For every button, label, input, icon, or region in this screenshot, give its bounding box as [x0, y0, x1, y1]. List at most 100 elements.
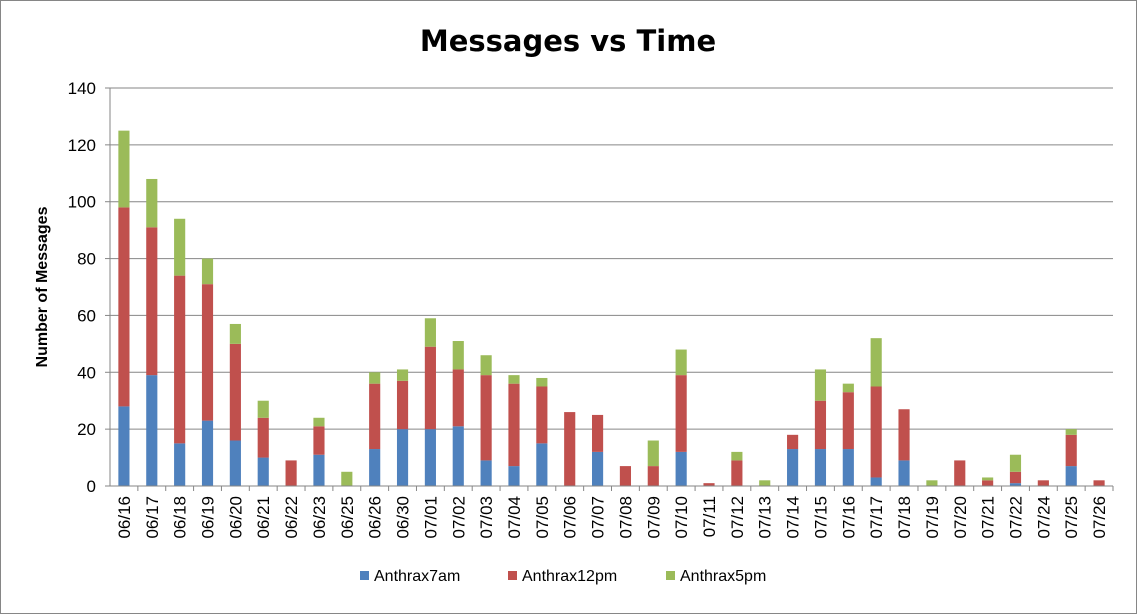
x-tick-label: 06/23 [310, 496, 329, 539]
bar-segment-anthrax12pm [870, 386, 882, 478]
bar-segment-anthrax12pm [1009, 471, 1022, 484]
bar-segment-anthrax7am [424, 429, 436, 486]
y-tick-label: 0 [87, 477, 96, 496]
x-tick-label: 06/30 [394, 496, 413, 539]
bar-segment-anthrax12pm [842, 392, 854, 450]
bar-segment-anthrax12pm [1065, 434, 1077, 467]
bar-segment-anthrax7am [814, 449, 827, 486]
y-tick-label: 40 [77, 363, 96, 382]
legend-entry: Anthrax12pm [522, 568, 617, 585]
x-tick-label: 07/14 [784, 496, 803, 539]
bar-segment-anthrax12pm [452, 369, 464, 427]
bar-segment-anthrax5pm [174, 218, 186, 276]
x-tick-label: 07/19 [923, 496, 942, 539]
bar-segment-anthrax5pm [396, 369, 409, 381]
bar-segment-anthrax12pm [1093, 480, 1105, 486]
bar-segment-anthrax12pm [731, 460, 743, 486]
bar-segment-anthrax7am [1065, 466, 1077, 486]
x-tick-label: 06/16 [115, 496, 134, 539]
bar-segment-anthrax12pm [675, 375, 687, 452]
x-tick-label: 06/21 [254, 496, 273, 539]
y-tick-label: 60 [77, 306, 96, 325]
x-tick-label: 07/18 [895, 496, 914, 539]
bar-segment-anthrax12pm [480, 375, 492, 461]
x-tick-label: 07/07 [589, 496, 608, 539]
bar-segment-anthrax7am [591, 451, 604, 486]
legend-swatch [508, 571, 517, 580]
bar-segment-anthrax5pm [759, 480, 771, 486]
axes [105, 87, 1114, 491]
bar-segment-anthrax12pm [982, 480, 994, 486]
x-tick-label: 07/04 [505, 496, 524, 539]
x-tick-label: 07/17 [867, 496, 886, 539]
bar-segment-anthrax5pm [926, 480, 938, 486]
x-tick-label: 06/25 [338, 496, 357, 539]
x-tick-label: 07/21 [979, 496, 998, 539]
bar-segment-anthrax12pm [396, 380, 409, 430]
bar-segment-anthrax5pm [647, 440, 659, 467]
y-tick-label: 80 [77, 250, 96, 269]
bar-segment-anthrax12pm [591, 414, 604, 452]
x-tick-label: 07/13 [756, 496, 775, 539]
bar-segment-anthrax5pm [201, 258, 214, 285]
bar-segment-anthrax5pm [118, 130, 130, 208]
bar-segment-anthrax5pm [480, 355, 492, 376]
x-tick-labels: 06/16 06/17 06/18 06/19 06/20 06/21 06/22 06/23… [115, 496, 1109, 539]
bar-segment-anthrax7am [452, 426, 464, 486]
x-tick-label: 07/10 [672, 496, 691, 539]
bar-segment-anthrax5pm [814, 369, 827, 401]
x-tick-label: 07/06 [561, 496, 580, 539]
y-tick-labels: 0 20 40 60 80 100 120 140 [68, 79, 96, 496]
bar-segment-anthrax12pm [369, 383, 381, 450]
x-tick-label: 07/09 [644, 496, 663, 539]
bar-segment-anthrax7am [201, 420, 214, 486]
bar-segment-anthrax12pm [201, 284, 214, 421]
x-tick-label: 06/19 [199, 496, 218, 539]
y-axis-label: Number of Messages [34, 206, 51, 367]
x-tick-label: 07/25 [1062, 496, 1081, 539]
bar-segment-anthrax7am [508, 466, 520, 486]
bar-segment-anthrax7am [396, 429, 409, 486]
bar-segment-anthrax7am [1009, 483, 1022, 486]
x-tick-label: 06/17 [143, 496, 162, 539]
chart-title: Messages vs Time [420, 24, 716, 58]
legend-entry: Anthrax5pm [680, 568, 766, 585]
legend: Anthrax7am Anthrax12pm Anthrax5pm [360, 568, 766, 585]
x-tick-label: 06/18 [171, 496, 190, 539]
bars [118, 130, 1105, 486]
bar-segment-anthrax7am [257, 457, 269, 486]
bar-segment-anthrax7am [898, 460, 910, 486]
bar-segment-anthrax5pm [870, 338, 882, 387]
x-tick-label: 07/26 [1090, 496, 1109, 539]
bar-segment-anthrax12pm [229, 343, 241, 441]
bar-segment-anthrax12pm [898, 409, 910, 461]
bar-segment-anthrax7am [369, 449, 381, 486]
y-tick-label: 120 [68, 136, 96, 155]
legend-swatch [360, 571, 369, 580]
x-tick-label: 07/20 [951, 496, 970, 539]
x-tick-label: 06/20 [226, 496, 245, 539]
x-tick-label: 07/15 [811, 496, 830, 539]
bar-segment-anthrax7am [229, 440, 241, 486]
bar-segment-anthrax7am [842, 449, 854, 486]
bar-segment-anthrax7am [787, 449, 799, 486]
bar-segment-anthrax12pm [954, 460, 966, 486]
bar-segment-anthrax5pm [452, 341, 464, 370]
x-tick-label: 06/22 [282, 496, 301, 539]
x-tick-label: 07/01 [421, 496, 440, 539]
x-tick-label: 07/16 [839, 496, 858, 539]
bar-segment-anthrax5pm [313, 417, 325, 427]
bar-segment-anthrax12pm [536, 386, 548, 444]
bar-segment-anthrax5pm [229, 323, 241, 344]
bar-segment-anthrax12pm [564, 412, 576, 486]
bar-segment-anthrax12pm [703, 483, 715, 486]
x-tick-label: 07/12 [728, 496, 747, 539]
bar-segment-anthrax7am [675, 451, 687, 486]
legend-swatch [666, 571, 675, 580]
bar-segment-anthrax12pm [1037, 480, 1049, 486]
x-tick-label: 07/11 [700, 496, 719, 537]
bar-segment-anthrax5pm [508, 375, 520, 384]
bar-segment-anthrax5pm [842, 383, 854, 393]
bar-segment-anthrax7am [536, 443, 548, 486]
